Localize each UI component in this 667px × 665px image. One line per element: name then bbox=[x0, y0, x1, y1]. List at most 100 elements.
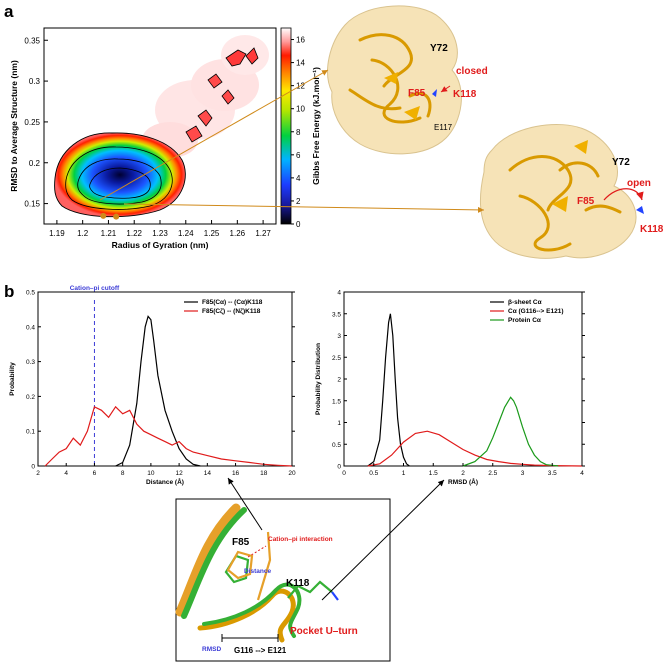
distance-plot: Cation–pi cutoff 2 4 6 8 10 12 14 16 18 20 0 0.1 0.… bbox=[9, 285, 296, 486]
rmsd-x-ticks: 0 0.5 1 1.5 2 2.5 3 3.5 4 bbox=[342, 463, 584, 477]
panel-b-label: b bbox=[4, 282, 14, 301]
y-tick-label: 4 bbox=[337, 290, 341, 297]
surface-open bbox=[479, 124, 637, 259]
distance-x-ticks: 2 4 6 8 10 12 14 16 18 20 bbox=[36, 463, 296, 477]
y-tick-label: 1 bbox=[337, 420, 341, 427]
protein-structure-closed: Y72 closed F85 K118 E117 bbox=[327, 5, 488, 155]
heatmap-y-ticks: 0.15 0.2 0.25 0.3 0.35 bbox=[24, 36, 48, 209]
x-tick-label: 1.5 bbox=[429, 470, 438, 477]
x-tick-label: 6 bbox=[93, 470, 97, 477]
rmsd-series bbox=[367, 313, 583, 467]
heatmap-x-tick-label: 1.21 bbox=[101, 229, 117, 238]
y-tick-label: 0.5 bbox=[332, 442, 341, 449]
main-basin bbox=[54, 132, 186, 218]
y-tick-label: 0.4 bbox=[26, 324, 35, 331]
colorbar-tick-label: 10 bbox=[296, 105, 305, 114]
y-tick-label: 0.1 bbox=[26, 429, 35, 436]
legend-label-2: Protein Cα bbox=[508, 317, 541, 324]
x-tick-label: 8 bbox=[121, 470, 125, 477]
energy-island bbox=[197, 109, 213, 127]
series-line-2 bbox=[462, 396, 559, 467]
x-tick-label: 2 bbox=[36, 470, 40, 477]
legend-label-1: F85(Cζ) -- (Nζ)K118 bbox=[202, 308, 261, 315]
energy-island bbox=[245, 47, 259, 65]
y-tick-label: 0 bbox=[337, 464, 341, 471]
rmsd-x-label: RMSD (Å) bbox=[448, 477, 478, 486]
label-e117: E117 bbox=[434, 123, 453, 132]
label-y72-open: Y72 bbox=[612, 157, 630, 168]
cation-pi-distance-line bbox=[247, 545, 267, 558]
heatmap-x-tick-label: 1.22 bbox=[126, 229, 142, 238]
legend-label-0: F85(Cα) -- (Cα)K118 bbox=[202, 299, 263, 306]
y-tick-label: 3.5 bbox=[332, 311, 341, 318]
rmsd-y-label: Probability Distribution bbox=[315, 343, 322, 415]
inset-frame bbox=[175, 498, 391, 662]
beta-arrow bbox=[384, 72, 398, 84]
x-tick-label: 14 bbox=[204, 470, 212, 477]
y-tick-label: 2 bbox=[337, 377, 341, 384]
rmsd-y-ticks: 0 0.5 1 1.5 2 2.5 3 3.5 4 bbox=[332, 290, 585, 471]
colorbar-tick-label: 8 bbox=[296, 128, 301, 137]
energy-minimum-marker bbox=[100, 212, 107, 219]
energy-island bbox=[225, 49, 247, 67]
colorbar-tick-label: 12 bbox=[296, 82, 305, 91]
heatmap-y-tick-label: 0.35 bbox=[24, 36, 40, 45]
colorbar-gradient bbox=[280, 27, 292, 225]
x-tick-label: 4 bbox=[64, 470, 68, 477]
colorbar-tick-label: 2 bbox=[296, 197, 301, 206]
colorbar-label: Gibbs Free Energy (kJ.mol⁻¹) bbox=[311, 67, 321, 185]
heatmap-x-tick-label: 1.19 bbox=[49, 229, 65, 238]
label-f85-closed: F85 bbox=[408, 88, 426, 99]
x-tick-label: 16 bbox=[232, 470, 240, 477]
y-tick-label: 0.3 bbox=[26, 359, 35, 366]
y-tick-label: 0.5 bbox=[26, 290, 35, 297]
cation-pi-cutoff-label: Cation–pi cutoff bbox=[70, 285, 120, 292]
beta-arrow bbox=[404, 106, 420, 120]
label-open-state: open bbox=[627, 178, 651, 189]
red-islands bbox=[185, 47, 259, 143]
heatmap-x-tick-label: 1.26 bbox=[230, 229, 246, 238]
x-tick-label: 0.5 bbox=[369, 470, 378, 477]
y-tick-label: 0 bbox=[31, 464, 35, 471]
inset-rmsd-label: RMSD bbox=[202, 646, 221, 653]
y-tick-label: 0.2 bbox=[26, 394, 35, 401]
series-line-0 bbox=[367, 313, 410, 467]
distance-y-label: Probability bbox=[9, 362, 16, 396]
label-k118-open: K118 bbox=[640, 224, 664, 235]
heatmap-x-label: Radius of Gyration (nm) bbox=[112, 240, 209, 250]
energy-island bbox=[185, 125, 203, 143]
series-line-1 bbox=[367, 430, 583, 467]
inset-distance-label: Distance bbox=[244, 568, 271, 575]
k118-nitrogen bbox=[432, 89, 437, 97]
x-tick-label: 0 bbox=[342, 470, 346, 477]
inset-k118-label: K118 bbox=[286, 578, 310, 589]
distance-legend: F85(Cα) -- (Cα)K118 F85(Cζ) -- (Nζ)K118 bbox=[184, 299, 263, 315]
heatmap-x-tick-label: 1.24 bbox=[178, 229, 194, 238]
heatmap-y-label: RMSD to Average Structure (nm) bbox=[9, 60, 19, 192]
x-tick-label: 1 bbox=[402, 470, 406, 477]
rmsd-plot: 0 0.5 1 1.5 2 2.5 3 3.5 4 0 0.5 1 1.5 2 2.5 3 3.5 4 β-sh… bbox=[315, 290, 585, 486]
x-tick-label: 3 bbox=[521, 470, 525, 477]
x-tick-label: 12 bbox=[175, 470, 183, 477]
heatmap-x-tick-label: 1.27 bbox=[255, 229, 271, 238]
distance-y-ticks: 0 0.1 0.2 0.3 0.4 0.5 bbox=[26, 290, 295, 471]
label-closed-state: closed bbox=[456, 66, 488, 77]
distance-series bbox=[44, 315, 293, 467]
open-arrow bbox=[603, 188, 644, 201]
beta-arrow bbox=[552, 196, 568, 212]
colorbar-tick-label: 0 bbox=[296, 220, 301, 229]
x-tick-label: 2.5 bbox=[488, 470, 497, 477]
ribbon-open bbox=[508, 155, 622, 252]
inset-structure: F85 Cation–pi interaction Distance K118 … bbox=[175, 498, 391, 662]
heatmap-x-tick-label: 1.2 bbox=[77, 229, 89, 238]
label-y72-closed: Y72 bbox=[430, 43, 448, 54]
high-energy-region bbox=[142, 35, 269, 158]
series-line-0 bbox=[115, 315, 201, 467]
x-tick-label: 3.5 bbox=[548, 470, 557, 477]
distance-x-label: Distance (Å) bbox=[146, 477, 184, 486]
arrow-to-distance-plot bbox=[227, 477, 263, 531]
connector-open bbox=[123, 203, 485, 213]
inset-range-label: G116 --> E121 bbox=[234, 646, 287, 655]
label-k118-closed: K118 bbox=[453, 89, 477, 100]
